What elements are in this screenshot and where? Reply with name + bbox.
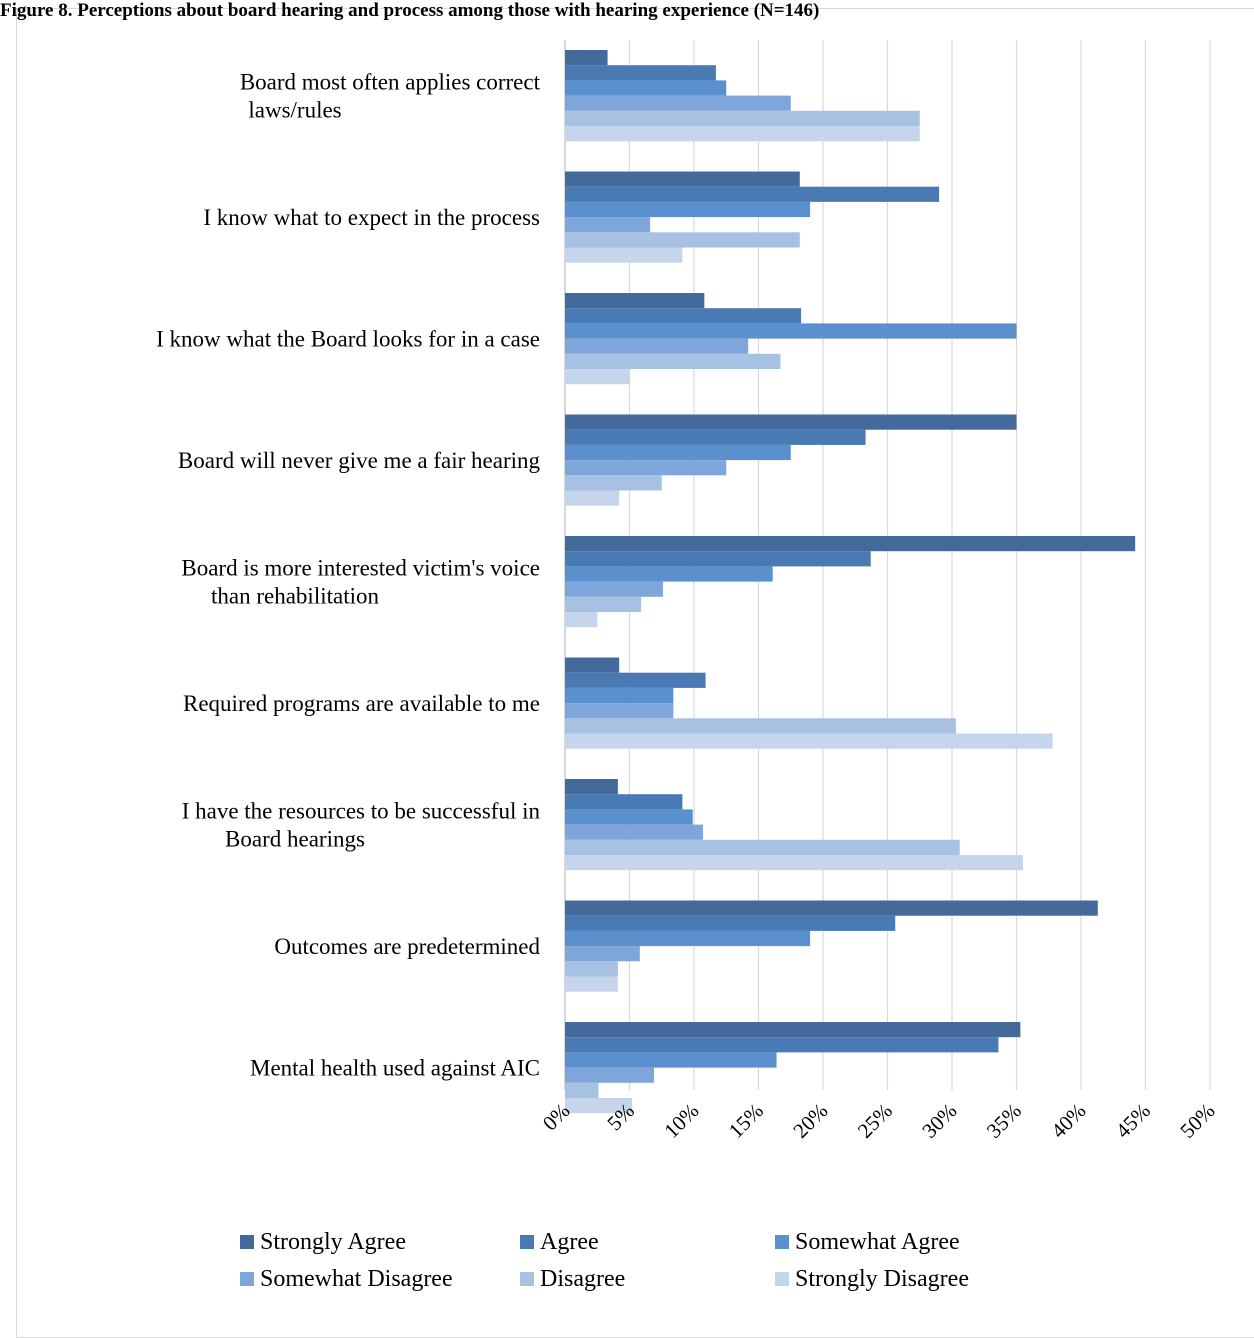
bar (565, 293, 705, 309)
bar (565, 536, 1136, 552)
bars (565, 50, 1136, 1114)
bar (565, 551, 871, 567)
x-tick-label: 20% (788, 1099, 832, 1143)
bar (565, 703, 674, 719)
x-tick-label: 30% (917, 1099, 961, 1143)
x-tick-labels: 0% 5% 10% 15% 20% 25% 30% 35% 40% 45% 50% (538, 1099, 1220, 1143)
x-tick-label: 10% (659, 1099, 703, 1143)
bar (565, 915, 896, 931)
x-tick-label: 45% (1111, 1099, 1155, 1143)
legend-swatch (775, 1235, 789, 1249)
bar (565, 657, 620, 673)
legend-label: Somewhat Agree (795, 1229, 960, 1255)
bar (565, 672, 706, 688)
bar (565, 475, 662, 491)
bar (565, 126, 920, 142)
bar (565, 414, 1017, 430)
bar (565, 444, 791, 461)
bar (565, 369, 630, 385)
category-labels: Board most often applies correct laws/rul… (156, 70, 540, 1081)
legend-label: Strongly Agree (260, 1229, 406, 1255)
category-label: Board is more interested victim's voice t… (181, 556, 540, 609)
bar (565, 50, 608, 66)
bar (565, 232, 800, 248)
legend-swatch (520, 1235, 534, 1249)
bar (565, 338, 749, 354)
legend-swatch (240, 1272, 254, 1286)
legend-label: Disagree (540, 1266, 626, 1292)
bar (565, 794, 683, 810)
bar (565, 733, 1053, 749)
x-tick-label: 40% (1046, 1099, 1090, 1143)
legend-item: Agree (520, 1228, 599, 1256)
bar (565, 718, 956, 734)
category-label: I know what to expect in the process (203, 205, 540, 230)
bar (565, 596, 642, 612)
bar (565, 824, 704, 840)
category-label: I know what the Board looks for in a cas… (156, 327, 540, 352)
bar (565, 80, 727, 96)
x-tick-label: 35% (982, 1099, 1026, 1143)
bar (565, 1098, 633, 1114)
bar (565, 809, 693, 825)
legend-swatch (775, 1272, 789, 1286)
category-label: Board most often applies correct laws/rul… (240, 70, 541, 123)
bar (565, 1052, 777, 1068)
legend-item: Strongly Agree (240, 1228, 406, 1256)
bar (565, 353, 781, 369)
legend-label: Somewhat Disagree (260, 1266, 453, 1292)
bar (565, 855, 1023, 871)
legend-item: Somewhat Agree (775, 1228, 960, 1256)
bar (565, 308, 802, 324)
bar (565, 612, 598, 628)
bar (565, 186, 940, 202)
bar (565, 323, 1017, 339)
bar (565, 429, 866, 445)
bar (565, 900, 1098, 916)
bar (565, 95, 791, 111)
bar (565, 247, 683, 263)
category-label: Required programs are available to me (183, 691, 540, 716)
bar (565, 110, 920, 126)
bar (565, 460, 727, 476)
legend-label: Agree (540, 1229, 599, 1255)
bar (565, 65, 716, 81)
bar (565, 566, 773, 582)
bar (565, 946, 640, 962)
x-tick-label: 15% (724, 1099, 768, 1143)
bar (565, 490, 620, 506)
legend-label: Strongly Disagree (795, 1266, 969, 1292)
chart-title: Figure 8. Perceptions about board hearin… (0, 0, 820, 21)
legend-item: Strongly Disagree (775, 1265, 969, 1293)
bar (565, 217, 651, 233)
legend-swatch (240, 1235, 254, 1249)
x-tick-label: 50% (1175, 1099, 1219, 1143)
bar (565, 779, 618, 795)
bar (565, 1022, 1021, 1038)
bar (565, 687, 674, 704)
legend-item: Disagree (520, 1265, 625, 1293)
bar (565, 961, 618, 977)
bar (565, 1037, 999, 1053)
legend-swatch (520, 1272, 534, 1286)
bar (565, 581, 664, 597)
category-label: Outcomes are predetermined (274, 934, 540, 959)
bar (565, 976, 618, 992)
bar (565, 930, 811, 947)
legend-item: Somewhat Disagree (240, 1265, 453, 1293)
x-tick-label: 25% (853, 1099, 897, 1143)
bar (565, 201, 811, 218)
category-label: Board will never give me a fair hearing (178, 448, 541, 473)
category-label: I have the resources to be successful in… (182, 799, 541, 852)
category-label: Mental health used against AIC (250, 1056, 540, 1081)
bar (565, 171, 800, 187)
bar (565, 839, 960, 855)
bar (565, 1082, 599, 1098)
bar (565, 1067, 655, 1083)
